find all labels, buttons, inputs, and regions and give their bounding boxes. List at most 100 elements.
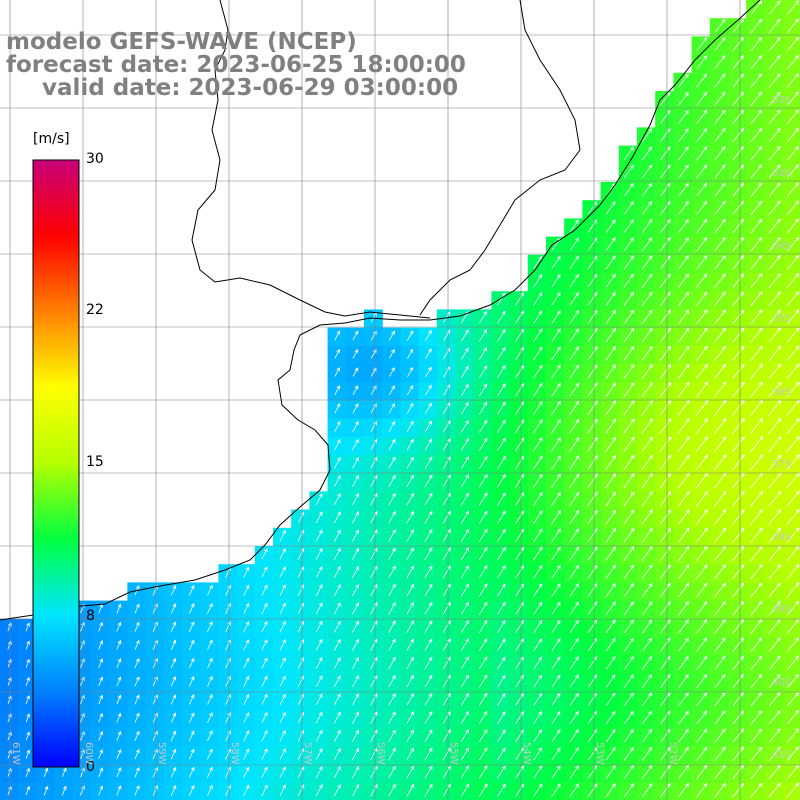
wind-cell [436,618,456,638]
wind-cell [746,109,765,128]
lon-label: 53W [594,742,605,765]
wind-cell [673,182,693,201]
wind-arrow [80,785,85,796]
wind-cell [145,673,165,693]
wind-cell [418,582,438,602]
wind-cell [673,709,693,729]
wind-arrow [533,747,543,761]
wind-arrow [515,364,524,379]
wind-arrow [388,602,396,615]
wind-cell [673,345,693,365]
wind-arrow [605,564,616,579]
river-plate-coast [191,0,581,319]
wind-arrow [587,656,598,670]
wind-arrow [750,127,763,143]
wind-arrow [460,456,470,470]
wind-cell [509,364,529,383]
wind-cell [345,345,365,365]
wind-arrow [497,347,506,360]
wind-arrow [551,400,561,416]
wind-arrow [315,693,323,706]
wind-arrow [479,365,488,379]
wind-arrow [623,491,635,507]
wind-arrow [605,656,616,670]
wind-cell [473,655,492,674]
wind-cell [455,600,474,620]
wind-arrow [225,693,231,705]
wind-arrow [388,403,395,414]
wind-cell [491,728,511,747]
wind-cell [582,236,602,256]
wind-arrow [407,366,414,377]
wind-cell [655,491,674,511]
wind-cell [182,582,201,602]
wind-arrow [732,55,744,70]
wind-cell [400,691,420,711]
wind-cell [582,291,602,310]
wind-arrow [352,330,359,341]
wind-cell [673,455,693,474]
wind-arrow [551,601,561,615]
wind-arrow [714,291,726,307]
wind-arrow [297,729,305,742]
wind-arrow [569,328,580,343]
wind-arrow [696,309,708,325]
wind-cell [400,764,420,784]
wind-arrow [533,382,543,397]
wind-arrow [134,603,140,614]
wind-cell [418,418,438,438]
wind-cell [728,54,747,74]
wind-arrow [496,437,506,452]
wind-arrow [225,621,231,633]
wind-arrow [750,673,763,689]
wind-cell [400,473,420,492]
wind-arrow [80,731,85,741]
wind-cell [327,327,347,347]
wind-cell [527,637,547,656]
wind-arrow [7,749,12,759]
wind-cell [673,273,693,292]
wind-arrow [152,766,158,778]
wind-arrow [188,603,195,614]
wind-cell [655,109,674,128]
wind-arrow [677,345,690,361]
wind-arrow [678,655,689,670]
wind-arrow [98,694,104,705]
wind-cell [546,509,565,529]
wind-arrow [713,363,727,380]
wind-arrow [569,564,580,579]
wind-arrow [515,419,525,434]
wind-arrow [623,201,634,215]
wind-cell [327,691,347,711]
wind-arrow [116,694,122,705]
wind-arrow [660,619,671,634]
wind-arrow [7,658,12,668]
wind-arrow [25,640,30,650]
wind-arrow [569,638,579,652]
wind-arrow [170,712,177,723]
wind-cell [582,273,602,292]
wind-arrow [623,345,635,361]
wind-cell [382,582,401,602]
wind-cell [345,655,365,674]
wind-cell [582,345,602,365]
wind-arrow [623,746,634,761]
wind-cell [600,527,620,547]
wind-arrow [333,711,341,724]
wind-arrow [587,546,598,561]
wind-cell [764,254,784,274]
wind-arrow [315,638,323,651]
wind-arrow [315,547,323,560]
wind-arrow [623,656,634,670]
wind-arrow [551,419,561,434]
wind-cell [364,418,383,438]
wind-cell [637,345,656,365]
wind-arrow [279,748,286,760]
wind-cell [637,455,656,474]
wind-arrow [352,438,359,451]
wind-cell [546,327,565,347]
wind-arrow [352,565,359,578]
wind-arrow [768,164,781,179]
wind-arrow [551,765,561,779]
wind-cell [618,564,638,583]
